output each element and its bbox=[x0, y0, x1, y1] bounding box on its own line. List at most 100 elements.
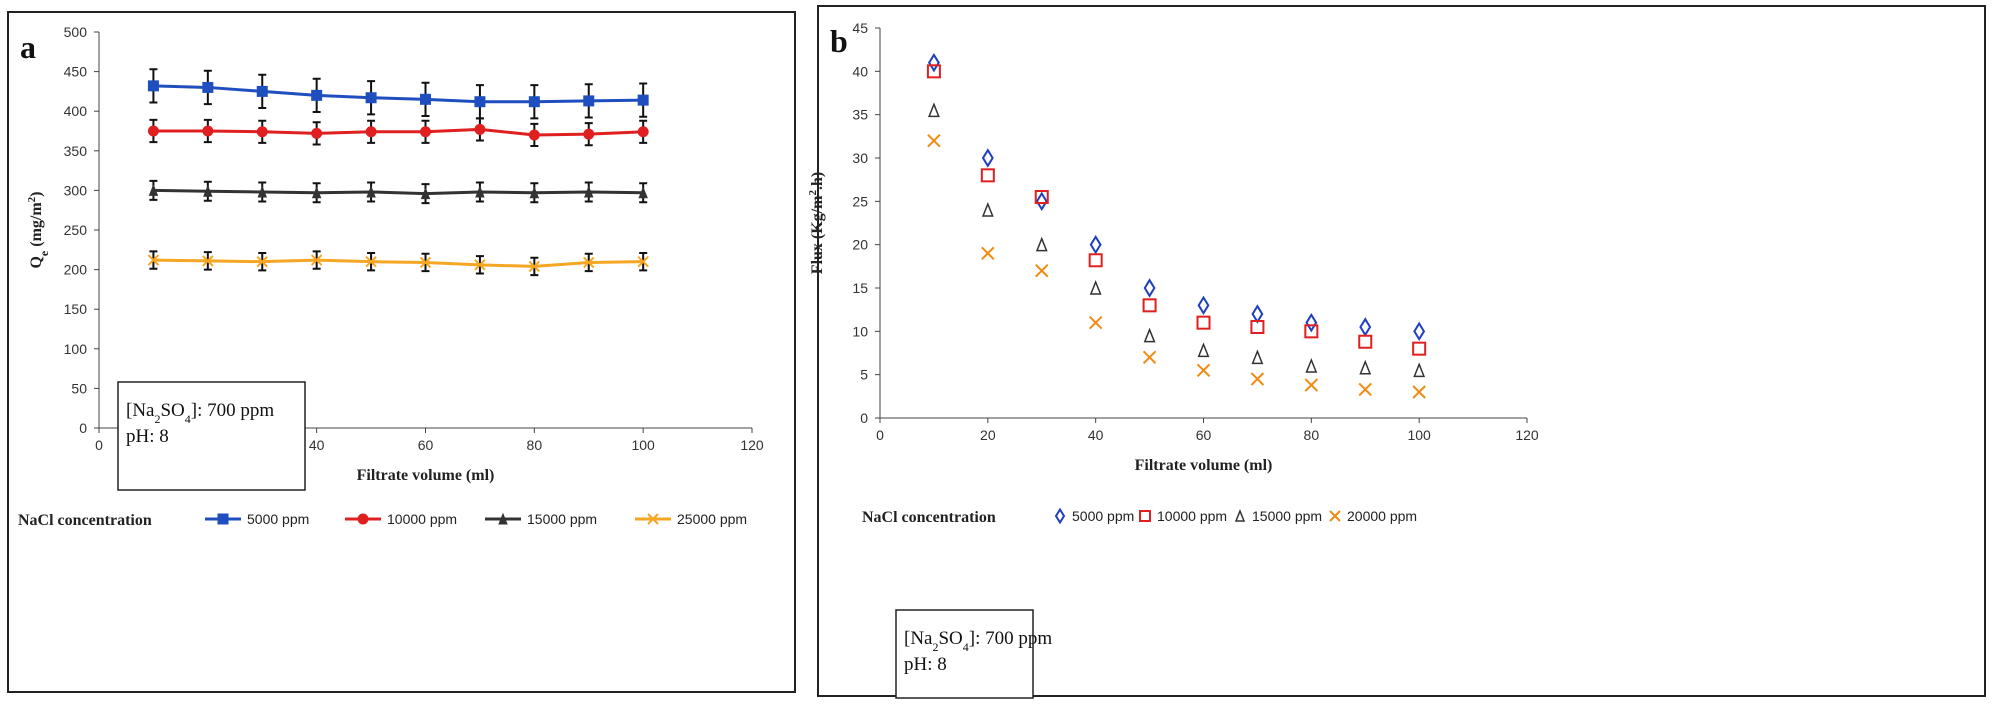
marker-triangle bbox=[257, 185, 267, 198]
marker-x bbox=[1088, 315, 1103, 330]
marker-x bbox=[202, 255, 214, 267]
legend-label: 10000 ppm bbox=[387, 511, 457, 527]
marker-x bbox=[1196, 363, 1211, 378]
marker-x bbox=[474, 259, 486, 271]
marker-diamond bbox=[1359, 317, 1372, 337]
y-tick-label: 35 bbox=[852, 107, 868, 123]
marker-circle bbox=[420, 126, 431, 138]
series-line bbox=[153, 188, 644, 196]
marker-circle bbox=[474, 123, 486, 135]
legend-label: 25000 ppm bbox=[677, 511, 747, 527]
marker-x bbox=[1304, 378, 1319, 392]
legend-label: 20000 ppm bbox=[1347, 508, 1417, 524]
series-1 bbox=[926, 64, 1427, 356]
marker-triangle bbox=[1305, 357, 1318, 373]
marker-x bbox=[1142, 350, 1157, 365]
series-3 bbox=[927, 133, 1426, 399]
marker-square bbox=[1142, 298, 1157, 313]
marker-square bbox=[1304, 324, 1319, 339]
marker-triangle bbox=[928, 102, 940, 118]
marker-circle bbox=[637, 126, 649, 138]
series-0 bbox=[927, 52, 1426, 342]
marker-x bbox=[1358, 382, 1372, 397]
x-tick-label: 80 bbox=[1304, 427, 1320, 443]
marker-diamond bbox=[1035, 191, 1048, 212]
y-tick-label: 50 bbox=[71, 380, 87, 396]
legend-label: 5000 ppm bbox=[247, 511, 309, 527]
x-tick-label: 40 bbox=[309, 437, 325, 453]
x-tick-label: 120 bbox=[740, 437, 764, 453]
legend-label: 5000 ppm bbox=[1072, 508, 1134, 524]
marker-square bbox=[1196, 315, 1211, 330]
marker-square bbox=[980, 168, 995, 183]
legend-title: NaCl concentration bbox=[862, 509, 996, 526]
x-tick-label: 100 bbox=[631, 437, 655, 453]
marker-square bbox=[311, 89, 323, 101]
marker-square bbox=[583, 95, 595, 107]
marker-square bbox=[420, 93, 431, 105]
marker-x bbox=[365, 255, 377, 268]
marker-circle bbox=[147, 125, 159, 137]
y-tick-label: 5 bbox=[860, 367, 868, 383]
x-tick-label: 40 bbox=[1088, 427, 1104, 443]
series-line bbox=[153, 127, 644, 137]
marker-triangle bbox=[148, 184, 159, 196]
marker-triangle bbox=[638, 186, 648, 199]
marker-diamond bbox=[1251, 304, 1264, 324]
marker-diamond bbox=[981, 148, 994, 168]
marker-circle bbox=[256, 126, 268, 138]
marker-square bbox=[256, 85, 268, 97]
y-tick-label: 25 bbox=[852, 193, 868, 209]
legend-label: 15000 ppm bbox=[527, 511, 597, 527]
marker-square bbox=[528, 96, 540, 108]
marker-square bbox=[202, 81, 214, 93]
marker-square bbox=[1088, 253, 1103, 268]
marker-diamond bbox=[1197, 295, 1210, 316]
y-tick-label: 100 bbox=[64, 341, 88, 357]
marker-square bbox=[1034, 190, 1049, 204]
y-tick-label: 10 bbox=[852, 323, 868, 339]
x-tick-label: 80 bbox=[527, 437, 543, 453]
marker-triangle bbox=[1089, 279, 1102, 295]
marker-triangle bbox=[1413, 362, 1426, 378]
annotation-line1: [Na2SO4]: 700 ppm bbox=[904, 628, 1052, 654]
y-tick-label: 0 bbox=[79, 420, 87, 436]
series-line bbox=[153, 84, 644, 104]
y-tick-label: 300 bbox=[64, 182, 88, 198]
y-tick-label: 0 bbox=[860, 410, 868, 426]
series-1 bbox=[147, 117, 649, 148]
legend-label: 10000 ppm bbox=[1157, 508, 1227, 524]
annotation-box bbox=[895, 609, 1034, 699]
marker-x bbox=[1412, 385, 1426, 399]
marker-triangle bbox=[1035, 236, 1048, 252]
panel-label: a bbox=[20, 29, 36, 65]
marker-square bbox=[147, 80, 159, 92]
y-tick-label: 350 bbox=[64, 143, 88, 159]
legend-label: 15000 ppm bbox=[1252, 508, 1322, 524]
panel-border bbox=[7, 11, 796, 693]
marker-square bbox=[637, 94, 649, 106]
x-axis-title: Filtrate volume (ml) bbox=[357, 467, 495, 484]
marker-x bbox=[419, 256, 432, 269]
marker-square bbox=[1139, 510, 1151, 522]
marker-x bbox=[647, 513, 659, 525]
marker-x bbox=[981, 246, 995, 261]
y-tick-label: 15 bbox=[852, 280, 868, 296]
marker-square bbox=[1358, 334, 1373, 349]
annotation-line1: [Na2SO4]: 700 ppm bbox=[126, 400, 274, 426]
marker-triangle bbox=[981, 201, 994, 217]
marker-circle bbox=[583, 128, 595, 140]
marker-triangle bbox=[366, 185, 376, 198]
x-tick-label: 100 bbox=[1407, 427, 1431, 443]
y-tick-label: 30 bbox=[852, 150, 868, 166]
x-tick-label: 120 bbox=[1515, 427, 1539, 443]
panel-label: b bbox=[830, 23, 848, 59]
annotation-line2: pH: 8 bbox=[126, 426, 169, 447]
marker-triangle bbox=[498, 512, 508, 525]
marker-square bbox=[217, 513, 229, 525]
series-2 bbox=[148, 179, 648, 205]
y-tick-label: 400 bbox=[64, 103, 88, 119]
marker-triangle bbox=[1359, 359, 1372, 375]
y-axis-title: Qe (mg/m2) bbox=[26, 191, 51, 268]
